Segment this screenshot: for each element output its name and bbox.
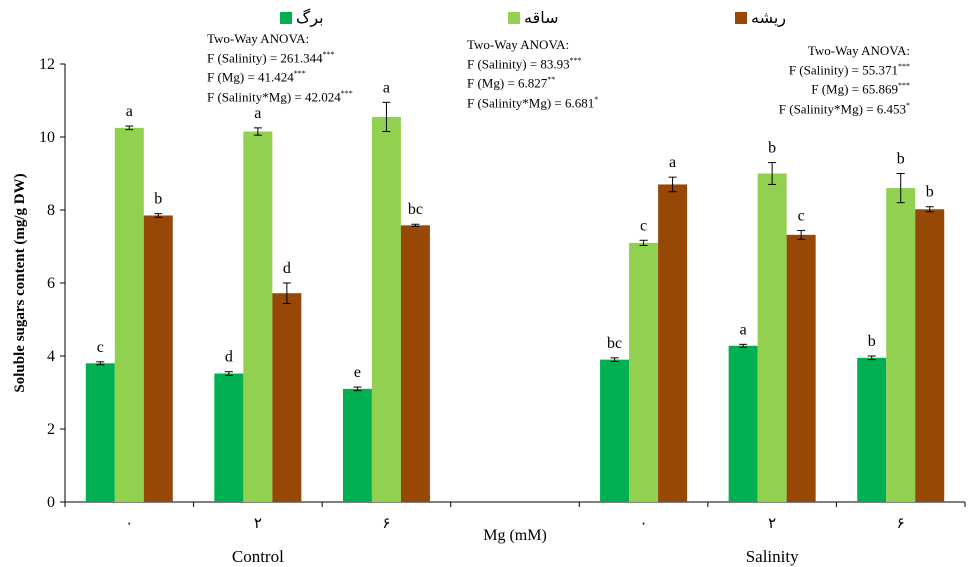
legend-item-stem: ساقه — [508, 8, 559, 27]
legend-label-root: ریشه — [751, 8, 787, 27]
bar — [243, 131, 273, 502]
significance-letter: b — [154, 191, 162, 208]
anova-line: F (Mg) = 6.827** — [467, 75, 556, 91]
significance-letter: e — [354, 364, 361, 381]
y-axis-title: Soluble sugars content (mg/g DW) — [12, 173, 28, 392]
x-tick-label: ۰ — [125, 514, 133, 532]
significance-letter: b — [897, 151, 905, 168]
group-label: Salinity — [746, 547, 799, 566]
significance-letter: b — [768, 140, 776, 157]
x-tick-label: ۶ — [382, 514, 390, 532]
bar — [371, 116, 401, 503]
anova-line: F (Mg) = 41.424*** — [207, 69, 306, 85]
group-label: Control — [232, 547, 284, 566]
bar — [915, 209, 945, 502]
bar — [629, 242, 659, 502]
significance-letter: a — [126, 103, 133, 120]
significance-letter: a — [740, 321, 747, 338]
bar — [214, 373, 244, 502]
bar — [85, 363, 115, 502]
anova-title: Two-Way ANOVA: — [207, 31, 310, 46]
x-tick-label: ۰ — [640, 514, 648, 532]
anova-line: F (Salinity*Mg) = 6.453* — [778, 100, 910, 116]
anova-line: F (Salinity) = 261.344*** — [207, 50, 335, 66]
bar — [886, 188, 916, 502]
legend-item-leaf: برگ — [280, 8, 324, 27]
y-tick-label: 6 — [47, 275, 55, 292]
bar — [114, 127, 144, 502]
legend-label-leaf: برگ — [296, 8, 324, 27]
anova-line: F (Mg) = 65.869*** — [811, 81, 910, 97]
significance-letter: d — [283, 260, 291, 277]
significance-letter: a — [669, 154, 676, 171]
bar — [786, 234, 816, 502]
legend-swatch-leaf — [280, 11, 292, 24]
bar — [757, 173, 787, 502]
x-tick-label: ۲ — [768, 514, 776, 532]
anova-line: F (Salinity*Mg) = 6.681* — [467, 94, 599, 110]
anova-title: Two-Way ANOVA: — [467, 37, 570, 52]
anova-box-root: Two-Way ANOVA: F (Salinity) = 55.371*** … — [779, 43, 910, 117]
y-tick-label: 8 — [47, 202, 55, 219]
anova-line: F (Salinity*Mg) = 42.024*** — [207, 88, 353, 104]
bar — [600, 359, 630, 502]
significance-letter: bc — [607, 335, 622, 352]
legend-swatch-stem — [508, 11, 520, 24]
legend-label-stem: ساقه — [524, 8, 559, 27]
bar — [658, 184, 688, 502]
x-axis-title: Mg (mM) — [483, 527, 547, 544]
y-tick-label: 4 — [47, 348, 55, 365]
anova-title: Two-Way ANOVA: — [807, 43, 910, 58]
y-tick-label: 10 — [39, 129, 55, 146]
legend-swatch-root — [735, 11, 747, 24]
anova-box-leaf: Two-Way ANOVA: F (Salinity) = 261.344***… — [207, 31, 353, 105]
bar — [342, 388, 372, 502]
significance-letter: c — [640, 217, 647, 234]
significance-letter: d — [225, 349, 233, 366]
significance-letter: b — [868, 333, 876, 350]
significance-letter: bc — [408, 201, 423, 218]
bar — [272, 293, 302, 502]
significance-letter: b — [926, 184, 934, 201]
legend-item-root: ریشه — [735, 8, 786, 27]
anova-box-stem: Two-Way ANOVA: F (Salinity) = 83.93*** F… — [467, 37, 598, 111]
significance-letter: a — [254, 105, 261, 122]
significance-letter: c — [97, 339, 104, 356]
bar — [728, 345, 758, 502]
significance-letter: a — [383, 79, 390, 96]
bar — [143, 215, 173, 502]
x-tick-label: ۶ — [897, 514, 905, 532]
chart-legend: برگ ساقه ریشه — [0, 8, 971, 32]
y-tick-label: 12 — [39, 56, 55, 73]
y-tick-label: 2 — [47, 421, 55, 438]
bar — [400, 225, 430, 502]
significance-letter: c — [798, 207, 805, 224]
bar — [857, 357, 887, 502]
x-tick-label: ۲ — [254, 514, 262, 532]
y-tick-label: 0 — [47, 494, 55, 511]
anova-line: F (Salinity) = 83.93*** — [467, 56, 582, 72]
anova-line: F (Salinity) = 55.371*** — [788, 62, 910, 78]
